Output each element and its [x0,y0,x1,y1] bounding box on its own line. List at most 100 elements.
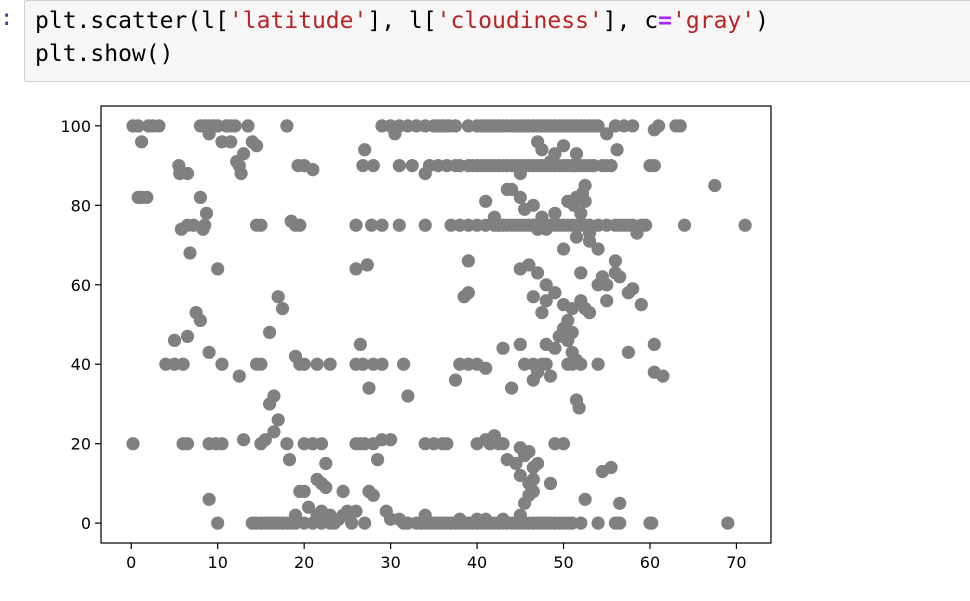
data-point [293,218,307,232]
code-token: ], c [602,8,659,34]
data-point [353,337,367,351]
data-point [271,413,285,427]
data-point [647,159,661,173]
data-point [180,166,195,181]
data-point [232,369,246,383]
data-point [578,194,592,208]
data-point [362,381,376,395]
data-point [397,357,411,371]
data-point [306,163,320,177]
data-point [234,166,248,181]
data-point [193,190,207,204]
data-point [639,218,653,232]
data-point [574,516,588,530]
data-point [241,119,255,133]
data-point [608,254,623,268]
data-point [613,270,627,284]
data-point [461,254,475,268]
data-point [418,508,432,522]
data-point [448,373,463,387]
data-point [526,198,540,212]
data-point [645,516,659,530]
data-point [543,476,558,490]
data-point [591,119,605,133]
data-point [496,512,510,526]
data-point [509,456,523,471]
data-point [282,453,297,467]
data-point [211,516,225,530]
data-point [505,381,519,395]
data-point [673,119,687,133]
plot-frame [100,105,772,544]
x-tick-label: 60 [640,553,660,572]
data-point [319,456,333,471]
data-point [600,127,614,141]
data-point [535,210,549,224]
data-point [349,504,363,518]
data-point [621,345,636,359]
data-point [548,206,562,220]
data-point [152,119,166,133]
x-tick-label: 50 [553,553,573,572]
data-point [180,437,195,451]
data-point [539,294,553,308]
scatter-chart: 0 10 20 30 40 50 60 70 0 20 40 60 80 100 [60,105,772,572]
code-string: 'latitude' [228,8,368,34]
data-point [358,516,372,530]
code-editor[interactable]: plt.scatter(l['latitude'], l['cloudiness… [24,0,970,82]
data-point [371,453,385,467]
data-point [288,508,303,522]
data-point [280,119,294,133]
x-tick-label: 20 [294,553,314,572]
data-point [297,484,311,498]
code-token: ) [755,8,769,34]
y-tick-label: 0 [81,514,91,533]
data-point [582,234,597,248]
data-point [513,337,527,351]
data-point [518,496,532,510]
data-point [254,357,268,371]
x-tick-label: 0 [126,553,136,572]
data-point [556,139,571,153]
data-point [578,492,592,506]
cell-output: 0 10 20 30 40 50 60 70 0 20 40 60 80 100 [24,86,970,596]
data-point [126,437,140,451]
code-line-2: plt.show() [35,41,174,67]
data-point [613,516,627,530]
data-point [535,306,549,320]
data-point [656,369,670,383]
data-point [548,286,562,300]
data-point [375,357,389,371]
y-tick-label: 20 [71,435,91,454]
data-point [401,389,415,403]
data-point [738,218,752,232]
data-point [254,218,268,232]
data-point [448,119,463,133]
data-point [492,218,506,232]
data-point [479,361,493,375]
data-point [574,357,588,371]
data-point [453,512,467,526]
data-point [228,119,242,133]
data-point [271,290,285,304]
data-point [543,369,558,383]
data-point [405,159,419,173]
data-point [461,286,475,300]
data-point [479,512,493,526]
code-operator: = [658,8,673,34]
data-point [360,258,374,272]
data-point [556,242,571,256]
data-point [535,143,549,157]
data-point [193,313,207,328]
data-point [280,437,294,451]
data-point [591,357,605,371]
data-point [301,500,316,514]
data-point [567,159,581,173]
x-tick-label: 40 [467,553,487,572]
data-point [496,437,510,451]
data-point [263,397,277,411]
data-point [349,218,363,232]
data-point [323,357,337,371]
data-point [556,437,571,451]
